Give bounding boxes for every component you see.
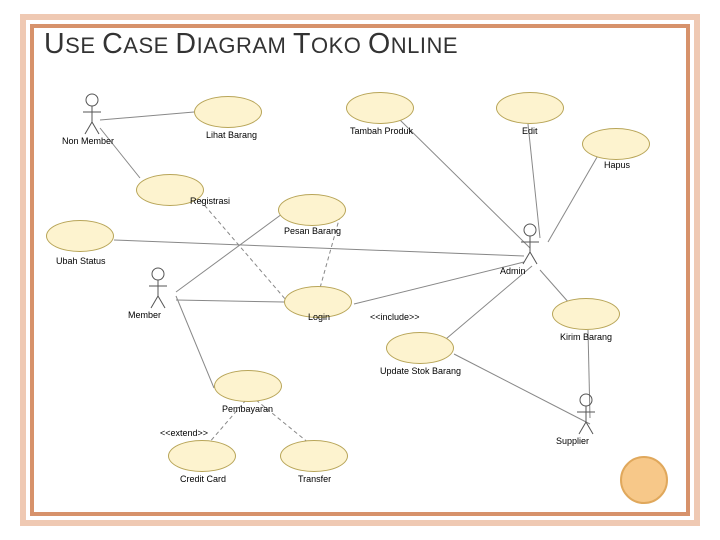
- edge-4: [176, 214, 282, 292]
- edge-14: [454, 354, 590, 424]
- st-extend: <<extend>>: [160, 428, 208, 438]
- edge-7: [528, 124, 540, 238]
- actor-supplier-label: Supplier: [556, 436, 589, 446]
- uc-credit-card-label: Credit Card: [180, 474, 226, 484]
- uc-edit-label: Edit: [522, 126, 538, 136]
- uc-hapus-label: Hapus: [604, 160, 630, 170]
- edge-6: [400, 120, 530, 248]
- edge-8: [548, 152, 600, 242]
- uc-registrasi-label: Registrasi: [190, 196, 230, 206]
- edge-12: [540, 270, 570, 304]
- uc-pesan-barang: [278, 194, 346, 226]
- uc-update-stok: [386, 332, 454, 364]
- edge-9: [114, 240, 524, 256]
- edge-5: [200, 200, 286, 300]
- uc-tambah-produk: [346, 92, 414, 124]
- uc-pembayaran: [214, 370, 282, 402]
- uc-kirim-barang-label: Kirim Barang: [560, 332, 612, 342]
- actor-admin: [521, 224, 539, 264]
- actor-member: [149, 268, 167, 308]
- edge-2: [176, 300, 284, 302]
- uc-kirim-barang: [552, 298, 620, 330]
- diagram-edges-layer: [0, 0, 720, 540]
- actor-non-member-label: Non Member: [62, 136, 114, 146]
- uc-lihat-barang-label: Lihat Barang: [206, 130, 257, 140]
- uc-tambah-produk-label: Tambah Produk: [350, 126, 413, 136]
- uc-transfer: [280, 440, 348, 472]
- uc-pesan-barang-label: Pesan Barang: [284, 226, 341, 236]
- accent-circle: [620, 456, 668, 504]
- edge-10: [354, 262, 524, 304]
- edge-3: [176, 296, 214, 388]
- uc-transfer-label: Transfer: [298, 474, 331, 484]
- actor-admin-label: Admin: [500, 266, 526, 276]
- uc-hapus: [582, 128, 650, 160]
- uc-ubah-status: [46, 220, 114, 252]
- uc-lihat-barang: [194, 96, 262, 128]
- actor-supplier: [577, 394, 595, 434]
- st-include: <<include>>: [370, 312, 420, 322]
- uc-ubah-status-label: Ubah Status: [56, 256, 106, 266]
- edge-11: [440, 266, 532, 344]
- actor-member-label: Member: [128, 310, 161, 320]
- uc-update-stok-label: Update Stok Barang: [380, 366, 461, 376]
- actor-non-member: [83, 94, 101, 134]
- uc-credit-card: [168, 440, 236, 472]
- uc-login-label: Login: [308, 312, 330, 322]
- edge-0: [100, 112, 194, 120]
- uc-pembayaran-label: Pembayaran: [222, 404, 273, 414]
- uc-edit: [496, 92, 564, 124]
